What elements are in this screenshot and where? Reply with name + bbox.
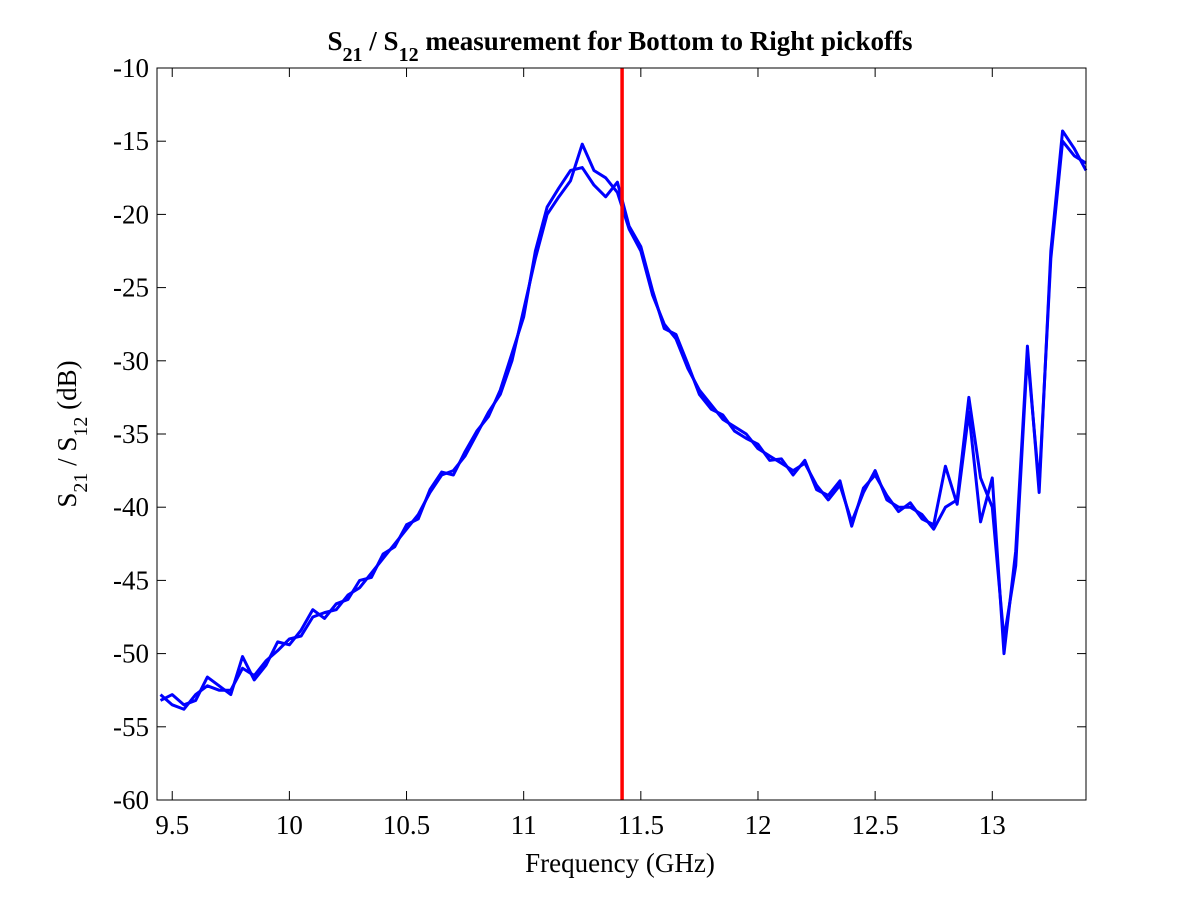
x-tick-label: 12.5 xyxy=(852,810,899,840)
x-tick-label: 12 xyxy=(744,810,771,840)
y-tick-label: -10 xyxy=(113,53,149,83)
chart-title: S21 / S12 measurement for Bottom to Righ… xyxy=(328,26,913,66)
y-tick-label: -55 xyxy=(113,712,149,742)
y-tick-label: -35 xyxy=(113,419,149,449)
y-tick-label: -25 xyxy=(113,273,149,303)
y-tick-label: -20 xyxy=(113,199,149,229)
y-tick-label: -45 xyxy=(113,565,149,595)
y-tick-label: -50 xyxy=(113,639,149,669)
y-tick-label: -60 xyxy=(113,785,149,815)
y-tick-label: -30 xyxy=(113,346,149,376)
x-tick-label: 11.5 xyxy=(618,810,664,840)
x-tick-label: 11 xyxy=(511,810,537,840)
y-axis-label: S21 / S12 (dB) xyxy=(52,360,92,507)
x-tick-label: 10 xyxy=(276,810,303,840)
y-tick-label: -15 xyxy=(113,126,149,156)
x-tick-label: 10.5 xyxy=(383,810,430,840)
x-tick-label: 9.5 xyxy=(155,810,189,840)
x-axis-label: Frequency (GHz) xyxy=(525,848,715,878)
x-tick-label: 13 xyxy=(979,810,1006,840)
y-tick-label: -40 xyxy=(113,492,149,522)
